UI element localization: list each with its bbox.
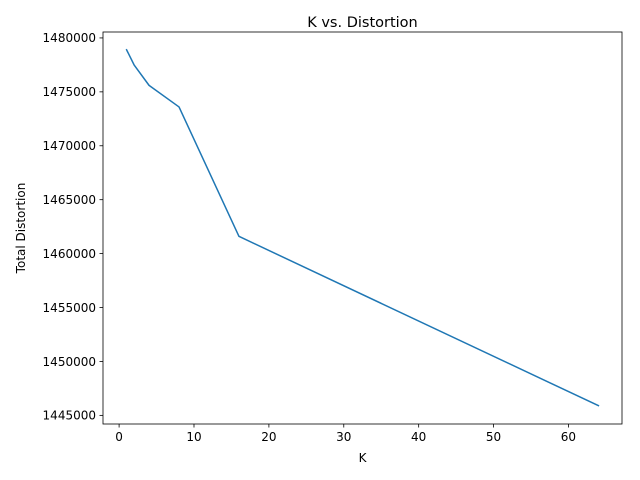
x-tick-label: 0 bbox=[115, 430, 123, 444]
x-tick-label: 50 bbox=[486, 430, 501, 444]
x-tick-label: 60 bbox=[561, 430, 576, 444]
y-tick-label: 1465000 bbox=[43, 193, 96, 207]
y-tick-label: 1475000 bbox=[43, 85, 96, 99]
x-axis-ticks: 0 10 20 30 40 50 60 bbox=[115, 424, 576, 444]
plot-area-frame bbox=[102, 31, 623, 425]
series-line-0 bbox=[125, 48, 600, 407]
series-layer bbox=[125, 48, 600, 407]
y-tick-label: 1450000 bbox=[43, 355, 96, 369]
y-tick-label: 1455000 bbox=[43, 301, 96, 315]
x-tick-label: 40 bbox=[411, 430, 426, 444]
x-tick-label: 20 bbox=[261, 430, 276, 444]
y-tick-label: 1460000 bbox=[43, 247, 96, 261]
y-axis-label: Total Distortion bbox=[14, 183, 28, 275]
y-tick-label: 1445000 bbox=[43, 409, 96, 423]
x-axis-label: K bbox=[359, 451, 368, 465]
plot-area-background bbox=[103, 32, 622, 424]
y-tick-label: 1480000 bbox=[43, 31, 96, 45]
x-tick-label: 10 bbox=[186, 430, 201, 444]
y-tick-label: 1470000 bbox=[43, 139, 96, 153]
x-tick-label: 30 bbox=[336, 430, 351, 444]
chart-title: K vs. Distortion bbox=[307, 15, 418, 31]
y-axis-ticks: 1445000 1450000 1455000 1460000 1465000 14700… bbox=[43, 31, 103, 423]
